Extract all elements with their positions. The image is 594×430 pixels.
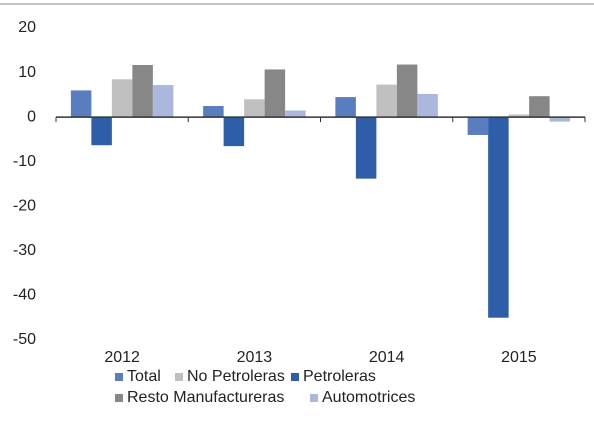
- bar: [417, 93, 438, 118]
- y-tick-label: -10: [13, 153, 36, 170]
- bar: [244, 99, 265, 118]
- bar: [111, 79, 133, 118]
- bar: [355, 117, 377, 179]
- bar: [223, 117, 245, 147]
- bar: [264, 69, 286, 118]
- y-tick-label: -30: [13, 242, 36, 259]
- legend-swatch: [115, 394, 123, 402]
- x-tick-label: 2013: [237, 349, 273, 366]
- bar: [70, 90, 92, 118]
- bar: [91, 117, 112, 146]
- x-tick-label: 2014: [369, 349, 405, 366]
- legend-label: No Petroleras: [187, 368, 285, 385]
- y-tick-label: 20: [18, 19, 36, 36]
- bar: [376, 84, 397, 118]
- y-tick-label: 10: [18, 64, 36, 81]
- bar: [467, 117, 489, 135]
- legend-swatch: [310, 394, 318, 402]
- x-tick-label: 2015: [501, 349, 537, 366]
- legend-label: Automotrices: [322, 389, 415, 406]
- legend-label: Total: [127, 368, 161, 385]
- legend-label: Resto Manufactureras: [127, 389, 284, 406]
- bar: [285, 110, 306, 118]
- legend-swatch: [175, 373, 183, 381]
- bar: [529, 96, 550, 118]
- y-tick-label: -40: [13, 287, 36, 304]
- legend-label: Petroleras: [303, 368, 376, 385]
- x-tick-label: 2012: [104, 349, 140, 366]
- bar: [335, 97, 356, 118]
- y-tick-label: -50: [13, 331, 36, 348]
- y-tick-label: -20: [13, 198, 36, 215]
- y-tick-label: 0: [27, 108, 36, 125]
- bar: [203, 106, 224, 118]
- legend-swatch: [291, 373, 299, 381]
- bar: [132, 64, 153, 118]
- bar: [508, 114, 530, 118]
- legend-swatch: [115, 373, 123, 381]
- bar: [488, 117, 509, 318]
- bar: [549, 117, 571, 122]
- bar: [396, 64, 418, 118]
- bar: [152, 85, 174, 118]
